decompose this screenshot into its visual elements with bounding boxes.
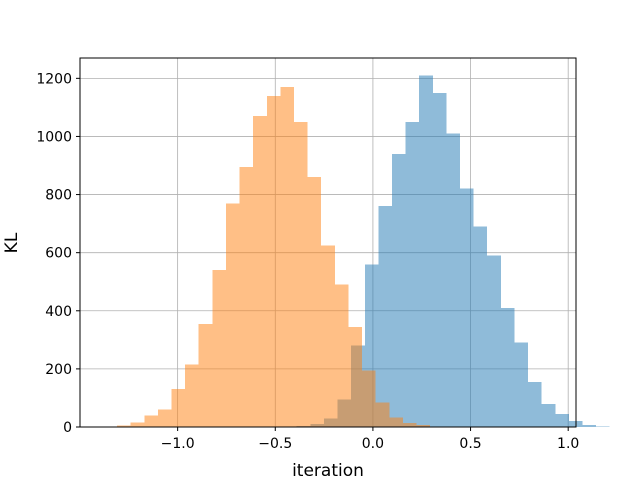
plot-frame xyxy=(79,57,577,428)
histogram-bar xyxy=(266,95,281,427)
histogram-bar xyxy=(307,177,322,427)
histogram-bar xyxy=(375,402,390,427)
histogram-bar xyxy=(541,403,556,427)
x-tick-label: −0.5 xyxy=(258,436,292,452)
histogram-bar xyxy=(528,381,542,427)
histogram-bar xyxy=(171,389,186,427)
x-axis-label: iteration xyxy=(292,461,364,480)
histogram-bar xyxy=(157,409,172,427)
y-tick-label: 800 xyxy=(45,188,72,204)
y-tick-label: 400 xyxy=(45,304,72,320)
histogram-bar xyxy=(432,92,447,427)
histogram-bar xyxy=(253,116,267,428)
histogram-bar xyxy=(419,75,433,427)
y-axis-label: KL xyxy=(2,232,22,253)
ticks: −1.0 −0.5 0.0 0.5 1.0 0 200 400 600 800 1000 1200 xyxy=(36,71,579,452)
histogram-bar xyxy=(378,206,392,427)
histogram-bar xyxy=(185,364,199,427)
y-tick-label: 1200 xyxy=(36,71,72,87)
histogram-bar xyxy=(321,245,335,427)
histogram-bar xyxy=(212,270,226,427)
histogram-bar xyxy=(582,424,597,427)
histogram-bar xyxy=(596,426,610,427)
histogram-bar xyxy=(198,323,213,427)
histogram-bar xyxy=(117,425,131,427)
histogram-bar xyxy=(514,342,529,427)
histogram-bar xyxy=(389,417,403,427)
histogram-bar xyxy=(362,370,376,427)
x-tick-label: 0.5 xyxy=(459,436,481,452)
histogram-bar xyxy=(405,121,420,427)
histogram-bar xyxy=(225,203,240,427)
histogram-bar xyxy=(280,87,294,427)
x-tick-label: 1.0 xyxy=(557,436,579,452)
x-tick-label: 0.0 xyxy=(362,436,384,452)
histogram-bar xyxy=(416,424,431,427)
y-tick-label: 0 xyxy=(63,420,72,436)
histogram-bar xyxy=(239,166,254,427)
histogram-bar xyxy=(348,326,363,427)
y-tick-label: 600 xyxy=(45,246,72,262)
histogram-bar xyxy=(500,307,515,427)
histogram-bar xyxy=(130,422,145,427)
histogram-bar xyxy=(555,413,569,427)
x-tick-label: −1.0 xyxy=(161,436,195,452)
histogram-bar xyxy=(402,422,417,427)
histogram-bar xyxy=(391,153,406,427)
histogram-bar xyxy=(473,226,488,427)
histogram-bar xyxy=(460,188,474,427)
y-tick-label: 200 xyxy=(45,362,72,378)
histogram-bar xyxy=(144,415,158,427)
bars xyxy=(103,75,610,428)
histogram-bar xyxy=(487,255,501,427)
y-tick-label: 1000 xyxy=(36,129,72,145)
histogram-bar xyxy=(334,284,349,427)
histogram-bar xyxy=(293,121,308,427)
histogram-bar xyxy=(446,133,461,427)
